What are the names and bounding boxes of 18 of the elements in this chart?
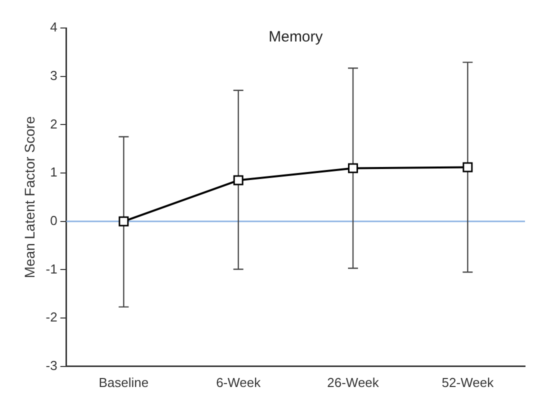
chart-title: Memory <box>268 28 324 46</box>
y-tick-label: -1 <box>46 261 58 276</box>
y-tick-label: 1 <box>50 164 58 180</box>
y-tick-label: -3 <box>46 358 58 373</box>
point <box>118 216 129 226</box>
y-tick-label: 4 <box>50 20 58 35</box>
point <box>233 175 244 186</box>
x-tick-label: Baseline <box>98 374 149 390</box>
point <box>462 162 473 172</box>
x-tick-label: 52-Week <box>442 374 494 390</box>
y-tick-label: 3 <box>50 68 58 83</box>
x-tick-label: 26-Week <box>327 374 380 390</box>
x-tick-label: 6-Week <box>216 374 262 390</box>
y-tick-label: 2 <box>50 116 58 132</box>
point <box>348 163 358 174</box>
y-axis-title: Mean Latent Factor Score <box>21 116 38 278</box>
y-tick-label: -2 <box>46 310 58 325</box>
y-tick-label: 0 <box>50 212 58 228</box>
